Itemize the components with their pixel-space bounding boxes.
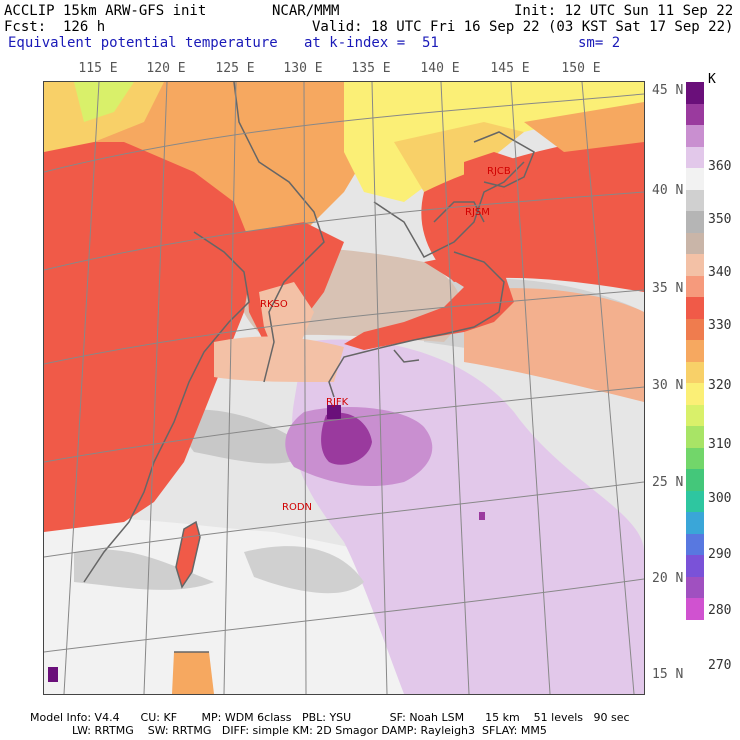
colorbar-segment bbox=[686, 404, 704, 426]
colorbar-segment bbox=[686, 189, 704, 211]
station-label: RKSO bbox=[260, 299, 288, 310]
colorbar-segment bbox=[686, 275, 704, 297]
lat-label: 20 N bbox=[652, 571, 684, 586]
model-title: ACCLIP 15km ARW-GFS init bbox=[4, 3, 207, 19]
lat-label: 35 N bbox=[652, 281, 684, 296]
map-panel[interactable]: RJCB RJSM RKSO RJFK RODN bbox=[43, 81, 645, 695]
lat-label: 25 N bbox=[652, 475, 684, 490]
colorbar-segment bbox=[686, 146, 704, 168]
lon-label: 135 E bbox=[351, 61, 391, 76]
colorbar-segment bbox=[686, 447, 704, 469]
colorbar-segment bbox=[686, 297, 704, 319]
valid-time: Valid: 18 UTC Fri 16 Sep 22 (03 KST Sat … bbox=[312, 19, 734, 35]
colorbar-segment bbox=[686, 555, 704, 577]
lon-label: 130 E bbox=[283, 61, 323, 76]
lon-label: 115 E bbox=[78, 61, 118, 76]
org-label: NCAR/MMM bbox=[272, 3, 340, 19]
colorbar-segment bbox=[686, 598, 704, 620]
field-name: Equivalent potential temperature bbox=[8, 35, 278, 51]
colorbar-label: 280 bbox=[708, 603, 732, 618]
colorbar-segment bbox=[686, 512, 704, 534]
colorbar-label: 290 bbox=[708, 547, 732, 562]
colorbar-segment bbox=[686, 232, 704, 254]
init-time: Init: 12 UTC Sun 11 Sep 22 bbox=[514, 3, 734, 19]
station-label: RODN bbox=[282, 502, 312, 513]
lon-label: 120 E bbox=[146, 61, 186, 76]
lat-label: 45 N bbox=[652, 83, 684, 98]
colorbar-label: 350 bbox=[708, 212, 732, 227]
colorbar-segment bbox=[686, 82, 704, 104]
lat-label: 40 N bbox=[652, 183, 684, 198]
colorbar-segment bbox=[686, 383, 704, 405]
colorbar-segment bbox=[686, 361, 704, 383]
footer-physics-info: LW: RRTMG SW: RRTMG DIFF: simple KM: 2D … bbox=[30, 724, 547, 737]
lon-label: 150 E bbox=[561, 61, 601, 76]
station-label: RJSM bbox=[465, 207, 490, 218]
station-label: RJCB bbox=[487, 166, 511, 177]
lon-label: 140 E bbox=[420, 61, 460, 76]
colorbar-segment bbox=[686, 340, 704, 362]
colorbar-label: 310 bbox=[708, 437, 732, 452]
lat-label: 15 N bbox=[652, 667, 684, 682]
forecast-hour: Fcst: 126 h bbox=[4, 19, 106, 35]
colorbar-segment bbox=[686, 211, 704, 233]
colorbar-segment bbox=[686, 168, 704, 190]
colorbar-segment bbox=[686, 490, 704, 512]
colorbar-label: 360 bbox=[708, 159, 732, 174]
colorbar-segment bbox=[686, 469, 704, 491]
lat-label: 30 N bbox=[652, 378, 684, 393]
k-index: at k-index = 51 bbox=[304, 35, 439, 51]
footer-model-info: Model Info: V4.4 CU: KF MP: WDM 6class P… bbox=[30, 711, 630, 724]
colorbar-label: 270 bbox=[708, 658, 732, 673]
station-label: RJFK bbox=[326, 397, 349, 408]
theta-e-map: RJCB RJSM RKSO RJFK RODN bbox=[44, 82, 644, 694]
colorbar-segment bbox=[686, 103, 704, 125]
colorbar-segment bbox=[686, 318, 704, 340]
colorbar-segment bbox=[686, 576, 704, 598]
colorbar-segment bbox=[686, 533, 704, 555]
colorbar-segment bbox=[686, 426, 704, 448]
colorbar-label: 300 bbox=[708, 491, 732, 506]
colorbar-label: 320 bbox=[708, 378, 732, 393]
lon-label: 125 E bbox=[215, 61, 255, 76]
colorbar-label: 340 bbox=[708, 265, 732, 280]
smoothing: sm= 2 bbox=[578, 35, 621, 51]
colorbar-segment bbox=[686, 254, 704, 276]
colorbar-segment bbox=[686, 125, 704, 147]
colorbar bbox=[686, 82, 704, 620]
colorbar-label: 330 bbox=[708, 318, 732, 333]
colorbar-unit: K bbox=[708, 72, 716, 87]
lon-label: 145 E bbox=[490, 61, 530, 76]
